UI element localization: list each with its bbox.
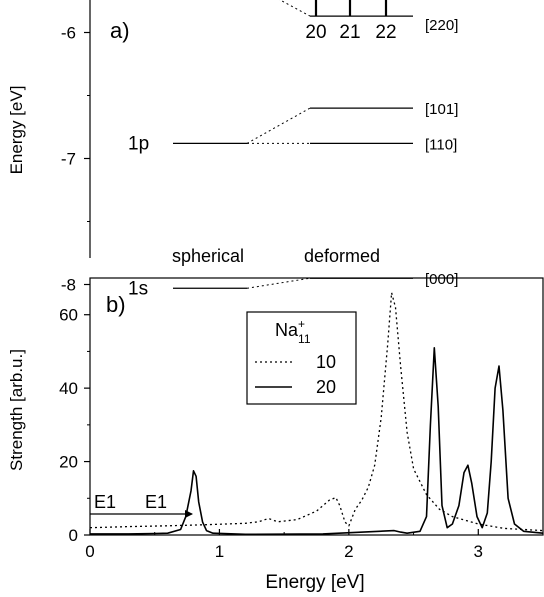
panel-b-series — [89, 292, 544, 536]
panel-b-xtick-label: 1 — [215, 542, 224, 561]
panel-b-xtick-label: 3 — [474, 542, 483, 561]
panel-b-ylabel: Strength [arb.u.] — [7, 349, 26, 471]
panel-b-label: b) — [106, 292, 126, 317]
deformed-level-label: [000] — [425, 271, 458, 288]
series-20-line — [90, 346, 544, 536]
panel-b-ytick-label: 40 — [59, 379, 78, 398]
panel-b-xtick-label: 0 — [85, 542, 94, 561]
panel-b: 0 1 2 3 0 20 40 60 Energy [eV] Strength [arb.u.… — [7, 277, 544, 593]
legend-box — [246, 311, 357, 405]
panel-b-ytick-label: 60 — [59, 306, 78, 325]
spherical-level-label: 1p — [128, 133, 149, 154]
panel-b-xlabel: Energy [eV] — [265, 572, 364, 593]
panel-a-ticks: -8-7-6-5 — [61, 24, 90, 295]
e1-label-2: E1 — [145, 492, 167, 512]
panel-b-ytick-label: 20 — [59, 453, 78, 472]
e1-annotations: E1 E1 — [90, 492, 193, 518]
column-label-deformed: deformed — [304, 246, 380, 266]
legend-title-sub: 11 — [298, 332, 311, 346]
connector-1d-220 — [279, 0, 311, 17]
legend-title: Na+ 11 — [275, 317, 311, 346]
series-10-line — [89, 292, 544, 532]
transition-label: 20 — [305, 22, 326, 43]
deformed-level-label: [220] — [425, 17, 458, 34]
panel-b-frame — [89, 277, 544, 536]
panel-b-ticks: 0 1 2 3 0 20 40 60 — [59, 306, 483, 561]
panel-a-ytick-label: -7 — [61, 150, 76, 169]
e1-label-1: E1 — [94, 492, 116, 512]
panel-a-ytick-label: -8 — [61, 276, 76, 295]
legend-entry-20: 20 — [316, 377, 336, 397]
legend-title-sup: + — [298, 317, 305, 331]
panel-a-ylabel: Energy [eV] — [7, 86, 26, 175]
spherical-level-label: 1s — [128, 278, 148, 299]
panel-b-xtick-label: 2 — [344, 542, 353, 561]
panel-a-label: a) — [110, 18, 130, 43]
legend-title-base: Na — [275, 320, 299, 340]
spherical-levels: 1s1p1d2s — [128, 0, 247, 299]
connector-1p-101 — [246, 107, 311, 144]
legend: Na+ 11 10 20 — [246, 311, 357, 405]
panel-a-ytick-label: -6 — [61, 24, 76, 43]
legend-entry-10: 10 — [316, 352, 336, 372]
panel-a: -8-7-6-5 Energy [eV] a) 1s1p1d2s [000][1… — [7, 0, 458, 299]
column-label-spherical: spherical — [172, 246, 244, 266]
connector-1s-000 — [246, 277, 311, 289]
spherical-level-label: 1d — [128, 0, 149, 1]
transition-label: 22 — [375, 22, 396, 43]
transition-label: 21 — [339, 22, 360, 43]
deformed-levels: [000][110][101][220][211][202][200] — [310, 15, 458, 288]
level-connectors — [246, 0, 311, 289]
panel-b-ytick-label: 0 — [69, 526, 78, 545]
deformed-level-label: [101] — [425, 101, 458, 118]
deformed-level-label: [110] — [425, 136, 457, 153]
transition-arrows: 20 21 22 — [305, 0, 397, 43]
